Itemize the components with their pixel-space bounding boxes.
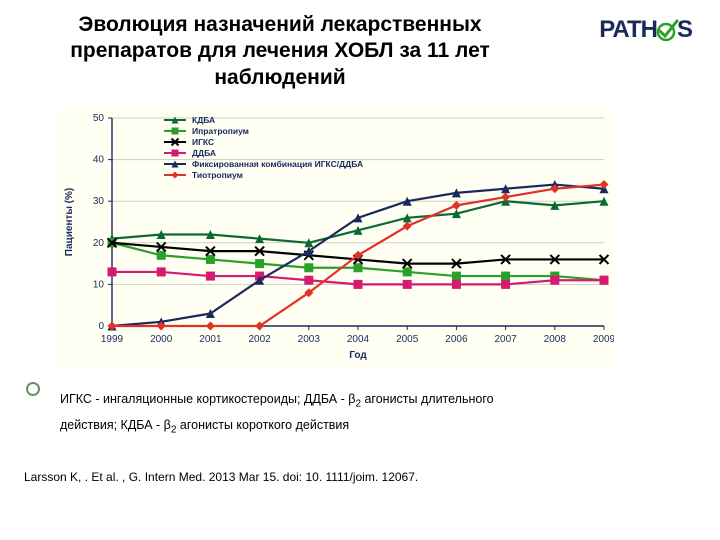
svg-text:40: 40 <box>93 155 105 166</box>
line-chart: 0 10 20 30 40 50 1999 2000 2001 2002 2003 2004 2005 2… <box>54 108 614 368</box>
svg-text:2009: 2009 <box>593 334 614 345</box>
logo-text-after: S <box>677 16 692 43</box>
svg-text:2001: 2001 <box>199 334 222 345</box>
svg-text:2003: 2003 <box>298 334 321 345</box>
brand-logo: PATH S <box>599 16 692 44</box>
svg-text:1999: 1999 <box>101 334 124 345</box>
slide-title: Эволюция назначений лекарственных препар… <box>30 12 530 91</box>
svg-text:2007: 2007 <box>494 334 517 345</box>
svg-text:0: 0 <box>98 321 104 332</box>
citation-text: Larsson K, . Et al. , G. Intern Med. 201… <box>24 470 674 484</box>
svg-text:Ипратропиум: Ипратропиум <box>192 126 249 136</box>
svg-text:Тиотропиум: Тиотропиум <box>192 170 243 180</box>
chart-container: 0 10 20 30 40 50 1999 2000 2001 2002 2003 2004 2005 2… <box>54 108 614 368</box>
svg-text:2008: 2008 <box>544 334 567 345</box>
svg-text:30: 30 <box>93 196 105 207</box>
svg-text:20: 20 <box>93 238 105 249</box>
svg-text:50: 50 <box>93 113 105 124</box>
svg-text:Пациенты (%): Пациенты (%) <box>64 188 75 256</box>
abbreviations-text: ИГКС - ингаляционные кортикостероиды; ДД… <box>60 388 660 439</box>
svg-text:ДДБА: ДДБА <box>192 148 216 158</box>
svg-text:2004: 2004 <box>347 334 370 345</box>
svg-text:2005: 2005 <box>396 334 419 345</box>
svg-text:Фиксированная комбинация ИГКС/: Фиксированная комбинация ИГКС/ДДБА <box>192 159 363 169</box>
bullet-icon <box>26 382 40 396</box>
svg-text:2006: 2006 <box>445 334 468 345</box>
svg-text:10: 10 <box>93 279 105 290</box>
svg-text:ИГКС: ИГКС <box>192 137 214 147</box>
svg-text:2002: 2002 <box>248 334 271 345</box>
logo-text-before: PATH <box>599 16 657 43</box>
svg-text:Год: Год <box>349 350 367 361</box>
svg-text:КДБА: КДБА <box>192 115 215 125</box>
svg-text:2000: 2000 <box>150 334 173 345</box>
